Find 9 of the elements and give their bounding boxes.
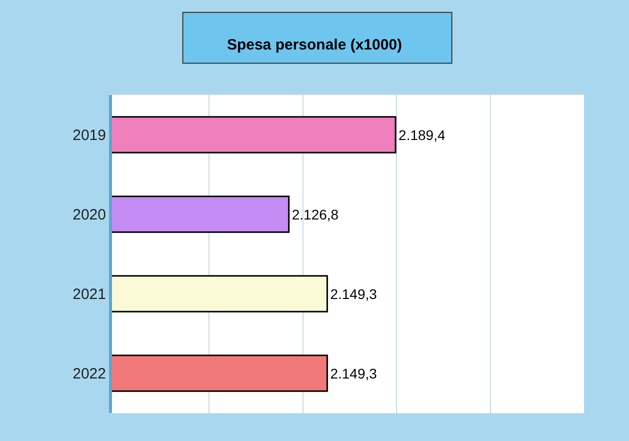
data-label: 2.149,3 — [330, 365, 378, 382]
y-tick-label: 2019 — [72, 127, 106, 144]
data-label: 2.189,4 — [398, 126, 446, 143]
chart-title: Spesa personale (x1000) — [226, 36, 402, 54]
data-label: 2.126,8 — [292, 206, 339, 222]
y-tick-label: 2021 — [72, 286, 106, 303]
y-tick-label: 2020 — [72, 206, 106, 224]
data-label: 2.149,3 — [330, 286, 378, 302]
y-tick-label: 2022 — [72, 366, 106, 382]
